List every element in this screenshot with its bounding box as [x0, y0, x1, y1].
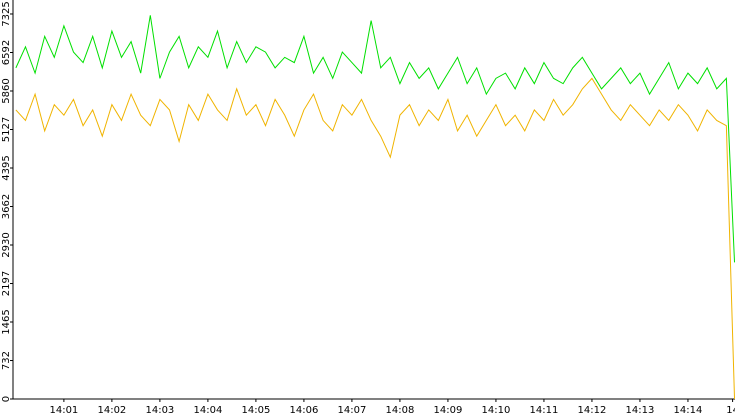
x-tick-label: 14:13	[626, 405, 655, 415]
y-tick-label: 732	[1, 351, 12, 370]
x-tick-label: 14:07	[338, 405, 367, 415]
x-tick-label: 14	[726, 405, 735, 415]
x-tick-label: 14:12	[578, 405, 607, 415]
y-tick-label: 2930	[1, 232, 12, 257]
x-tick-label: 14:03	[145, 405, 174, 415]
x-tick-label: 14:06	[289, 405, 318, 415]
y-tick-label: 5860	[1, 78, 12, 103]
x-tick-label: 14:01	[49, 405, 78, 415]
x-tick-label: 14:04	[193, 405, 222, 415]
x-tick-label: 14:05	[241, 405, 270, 415]
y-tick-label: 6592	[1, 40, 12, 65]
y-tick-label: 4395	[1, 155, 12, 180]
x-tick-label: 14:14	[674, 405, 703, 415]
x-tick-label: 14:08	[386, 405, 415, 415]
x-tick-label: 14:10	[482, 405, 511, 415]
y-tick-label: 0	[1, 396, 12, 402]
x-tick-label: 14:02	[97, 405, 126, 415]
series-line	[15, 77, 735, 400]
x-tick-label: 14:11	[530, 405, 559, 415]
y-tick-label: 3662	[1, 194, 12, 219]
y-tick-label: 7325	[1, 1, 12, 26]
series-line	[15, 15, 735, 263]
y-tick-label: 2197	[1, 271, 12, 296]
y-tick-label: 5127	[1, 117, 12, 142]
y-tick-label: 1465	[1, 309, 12, 334]
x-tick-label: 14:09	[434, 405, 463, 415]
